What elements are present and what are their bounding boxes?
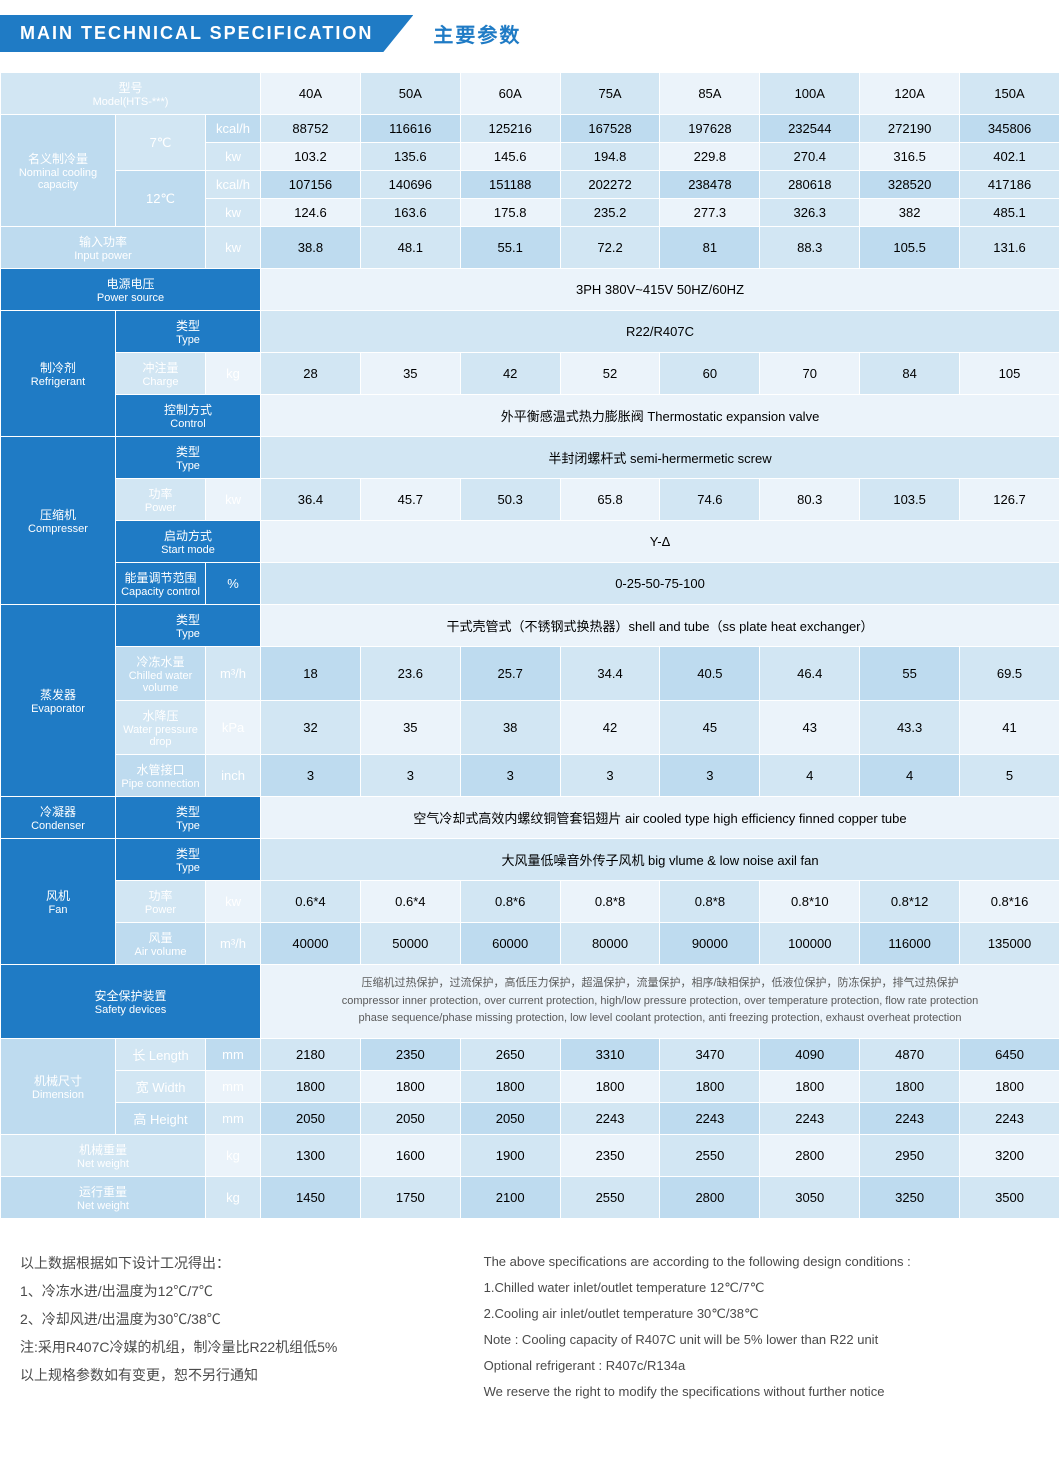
safety-label: 安全保护装置Safety devices [1,965,261,1039]
model-label: 型号Model(HTS-***) [1,73,261,115]
run-weight-label: 运行重量Net weight [1,1176,206,1218]
refrigerant-label: 制冷剂Refrigerant [1,311,116,437]
notes-section: 以上数据根据如下设计工况得出： 1、冷冻水进/出温度为12℃/7℃ 2、冷却风进… [0,1249,1060,1405]
header-title-en: MAIN TECHNICAL SPECIFICATION [0,15,413,52]
input-power-label: 输入功率Input power [1,227,206,269]
page-header: MAIN TECHNICAL SPECIFICATION 主要参数 [0,15,1060,52]
fan-label: 风机Fan [1,839,116,965]
compressor-label: 压缩机Compresser [1,437,116,605]
safety-text: 压缩机过热保护，过流保护，高低压力保护，超温保护，流量保护，相序/缺相保护，低液… [261,965,1060,1039]
dimension-label: 机械尺寸Dimension [1,1038,116,1134]
header-title-cn: 主要参数 [433,19,521,48]
power-source-label: 电源电压Power source [1,269,261,311]
net-weight-label: 机械重量Net weight [1,1134,206,1176]
ncc-label: 名义制冷量Nominal cooling capacity [1,115,116,227]
condenser-label: 冷凝器Condenser [1,797,116,839]
spec-table: 型号Model(HTS-***) 40A50A60A75A85A100A120A… [0,72,1060,1219]
evaporator-label: 蒸发器Evaporator [1,605,116,797]
notes-en: The above specifications are according t… [484,1249,1040,1405]
notes-cn: 以上数据根据如下设计工况得出： 1、冷冻水进/出温度为12℃/7℃ 2、冷却风进… [20,1249,484,1405]
